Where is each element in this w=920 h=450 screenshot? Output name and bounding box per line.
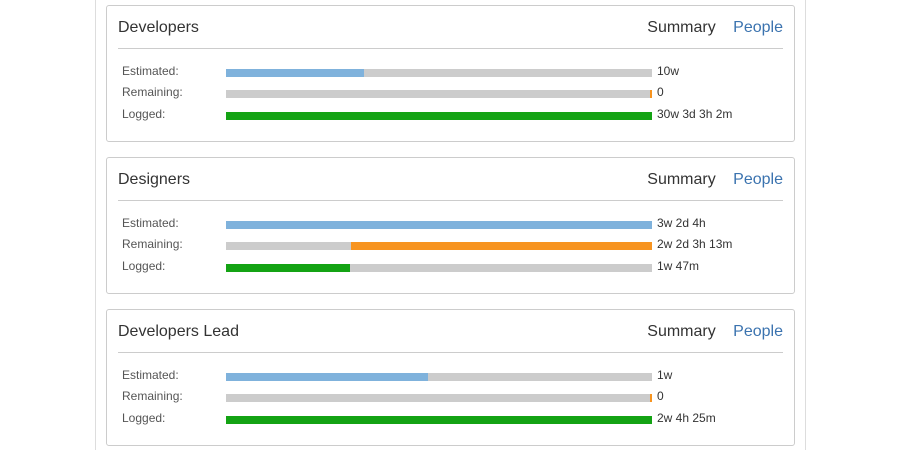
panel-header: Designers Summary People xyxy=(118,158,783,201)
logged-bar-fill xyxy=(226,112,652,120)
remaining-bar-fill xyxy=(649,394,652,402)
remaining-row: Remaining: 0 xyxy=(122,388,782,408)
estimated-bar-fill xyxy=(226,373,428,381)
logged-label: Logged: xyxy=(122,259,166,273)
estimated-row: Estimated: 10w xyxy=(122,63,782,83)
logged-value: 2w 4h 25m xyxy=(657,411,716,425)
estimated-bar xyxy=(226,221,652,229)
estimated-bar xyxy=(226,373,652,381)
logged-bar-fill xyxy=(226,264,350,272)
logged-row: Logged: 30w 3d 3h 2m xyxy=(122,106,782,126)
estimated-bar xyxy=(226,69,652,77)
estimated-label: Estimated: xyxy=(122,368,179,382)
tab-summary[interactable]: Summary xyxy=(647,323,716,340)
remaining-row: Remaining: 0 xyxy=(122,84,782,104)
estimated-value: 10w xyxy=(657,64,680,78)
panel-designers: Designers Summary People Estimated: 3w 2… xyxy=(106,157,795,294)
remaining-bar xyxy=(226,394,652,402)
panel-developers-lead: Developers Lead Summary People Estimated… xyxy=(106,309,795,446)
remaining-value: 0 xyxy=(657,85,664,99)
logged-bar-fill xyxy=(226,416,652,424)
panel-tabs: Summary People xyxy=(634,323,783,341)
logged-label: Logged: xyxy=(122,411,166,425)
panel-tabs: Summary People xyxy=(634,19,783,37)
estimated-label: Estimated: xyxy=(122,216,179,230)
remaining-label: Remaining: xyxy=(122,389,183,403)
remaining-value: 2w 2d 3h 13m xyxy=(657,237,733,251)
logged-bar xyxy=(226,112,652,120)
logged-value: 1w 47m xyxy=(657,259,700,273)
remaining-label: Remaining: xyxy=(122,237,183,251)
remaining-value: 0 xyxy=(657,389,664,403)
remaining-label: Remaining: xyxy=(122,85,183,99)
panel-header: Developers Lead Summary People xyxy=(118,310,783,353)
logged-bar xyxy=(226,416,652,424)
remaining-bar xyxy=(226,90,652,98)
estimated-row: Estimated: 3w 2d 4h xyxy=(122,215,782,235)
panel-title: Developers xyxy=(118,19,199,36)
tab-people[interactable]: People xyxy=(733,19,783,36)
tab-summary[interactable]: Summary xyxy=(647,19,716,36)
remaining-bar-fill xyxy=(350,242,652,250)
remaining-row: Remaining: 2w 2d 3h 13m xyxy=(122,236,782,256)
estimated-value: 1w xyxy=(657,368,673,382)
panel-title: Developers Lead xyxy=(118,323,239,340)
panel-title: Designers xyxy=(118,171,191,188)
estimated-bar-fill xyxy=(226,69,365,77)
estimated-row: Estimated: 1w xyxy=(122,367,782,387)
estimated-label: Estimated: xyxy=(122,64,179,78)
panel-tabs: Summary People xyxy=(634,171,783,189)
panel-header: Developers Summary People xyxy=(118,6,783,49)
panel-developers: Developers Summary People Estimated: 10w… xyxy=(106,5,795,142)
remaining-bar xyxy=(226,242,652,250)
logged-label: Logged: xyxy=(122,107,166,121)
estimated-value: 3w 2d 4h xyxy=(657,216,706,230)
tab-people[interactable]: People xyxy=(733,171,783,188)
logged-row: Logged: 2w 4h 25m xyxy=(122,410,782,430)
tab-people[interactable]: People xyxy=(733,323,783,340)
logged-row: Logged: 1w 47m xyxy=(122,258,782,278)
logged-value: 30w 3d 3h 2m xyxy=(657,107,733,121)
remaining-bar-fill xyxy=(649,90,652,98)
tab-summary[interactable]: Summary xyxy=(647,171,716,188)
estimated-bar-fill xyxy=(226,221,652,229)
logged-bar xyxy=(226,264,652,272)
